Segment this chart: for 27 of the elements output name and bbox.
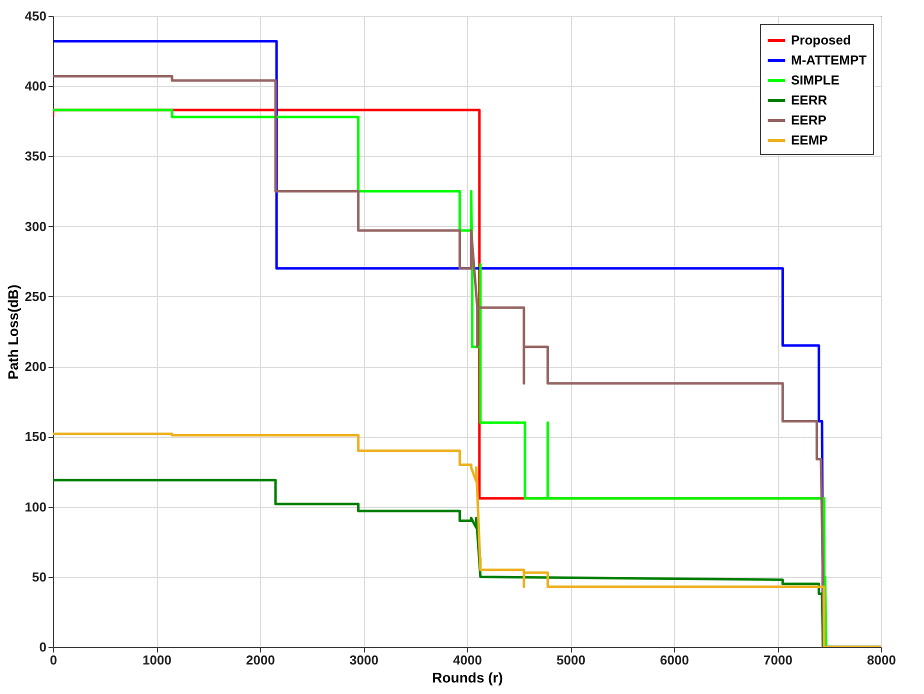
legend-label: EERR (791, 92, 828, 108)
x-tick-label: 3000 (350, 652, 378, 668)
legend-label: Proposed (791, 32, 852, 48)
legend-label: EEMP (791, 132, 828, 148)
x-tick-label: 2000 (246, 652, 275, 668)
x-tick-label: 6000 (660, 652, 689, 668)
x-tick-label: 1000 (142, 652, 172, 668)
x-axis-title: Rounds (r) (432, 670, 503, 686)
legend-label: M-ATTEMPT (791, 52, 867, 68)
x-tick-label: 8000 (867, 652, 896, 668)
legend-label: SIMPLE (791, 72, 840, 88)
y-tick-label: 100 (24, 499, 46, 514)
y-tick-label: 0 (39, 640, 46, 654)
y-axis-title: Path Loss(dB) (4, 284, 21, 380)
y-tick-label: 250 (24, 288, 46, 304)
x-tick-label: 4000 (453, 652, 482, 668)
legend-label: EERP (791, 112, 827, 128)
y-tick-label: 50 (32, 569, 46, 584)
y-tick-label: 350 (24, 148, 46, 164)
y-tick-label: 150 (24, 429, 46, 444)
y-tick-label: 450 (24, 8, 46, 24)
y-tick-label: 200 (24, 359, 46, 374)
x-tick-label: 0 (50, 652, 58, 668)
x-tick-label: 5000 (556, 652, 586, 668)
x-tick-label: 7000 (764, 652, 792, 668)
y-tick-label: 400 (24, 78, 46, 94)
y-tick-label: 300 (24, 218, 46, 234)
